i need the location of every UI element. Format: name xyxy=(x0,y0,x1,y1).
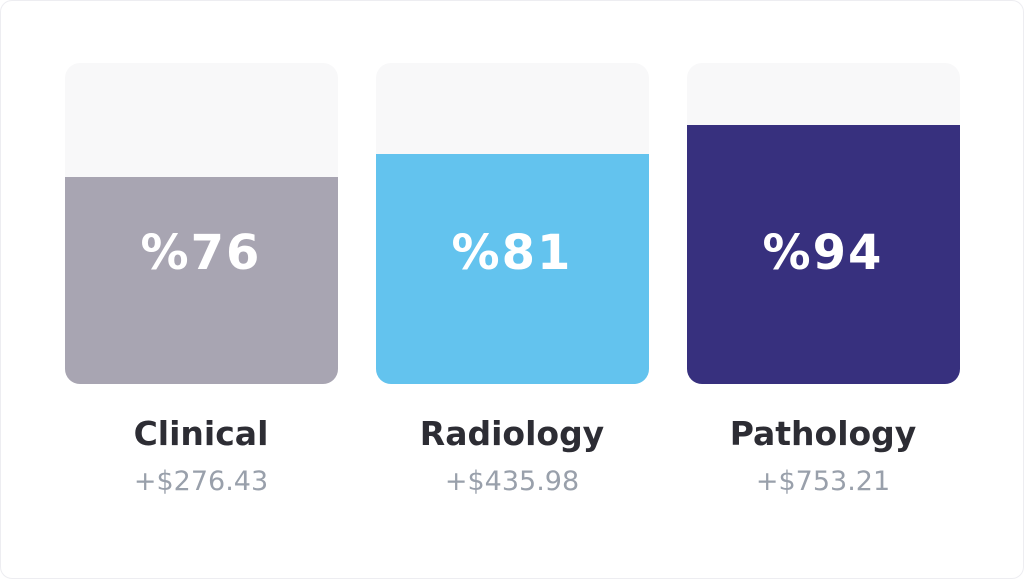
kpi-cards-row: %76 Clinical +$276.43 %81 Radiology +$43… xyxy=(1,63,1023,500)
progress-bar-clinical: %76 xyxy=(64,63,338,384)
delta-value-radiology: +$435.98 xyxy=(444,466,580,497)
percent-label-clinical: %76 xyxy=(140,225,262,281)
progress-bar-radiology: %81 xyxy=(375,63,649,384)
kpi-card-clinical: %76 Clinical +$276.43 xyxy=(64,63,338,500)
kpi-card-radiology: %81 Radiology +$435.98 xyxy=(375,63,649,500)
percent-label-pathology: %94 xyxy=(762,225,884,281)
percent-label-radiology: %81 xyxy=(451,225,573,281)
progress-fill-clinical xyxy=(64,176,338,384)
progress-fill-radiology xyxy=(375,153,649,384)
progress-fill-pathology xyxy=(686,124,960,384)
delta-value-pathology: +$753.21 xyxy=(755,466,891,497)
category-label-clinical: Clinical xyxy=(133,414,269,453)
progress-bar-pathology: %94 xyxy=(686,63,960,384)
category-label-pathology: Pathology xyxy=(729,414,917,453)
delta-value-clinical: +$276.43 xyxy=(133,466,269,497)
kpi-card-pathology: %94 Pathology +$753.21 xyxy=(686,63,960,500)
category-label-radiology: Radiology xyxy=(419,414,605,453)
